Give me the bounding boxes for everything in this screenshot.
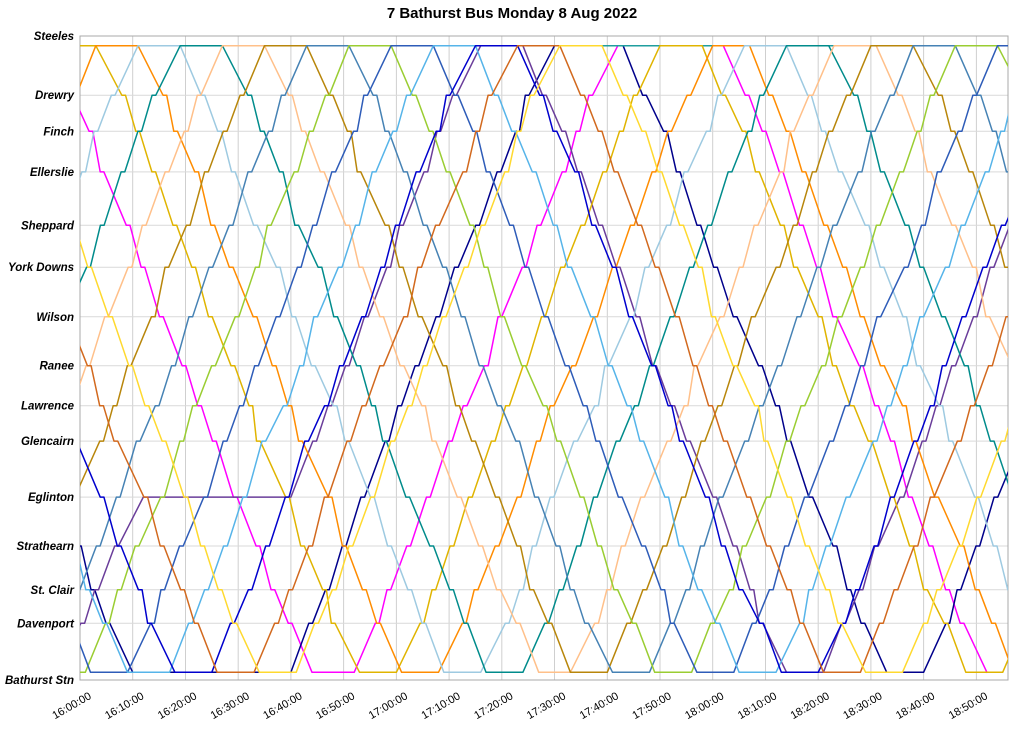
chart-title: 7 Bathurst Bus Monday 8 Aug 2022 <box>386 5 638 22</box>
time-tick-label: 18:10:00 <box>736 690 779 722</box>
bus-trip-line <box>80 44 1008 674</box>
station-label: Lawrence <box>21 401 75 413</box>
time-tick-label: 18:40:00 <box>894 690 937 722</box>
time-tick-label: 16:40:00 <box>261 690 304 722</box>
station-label: Finch <box>43 126 74 138</box>
bus-trip-line <box>80 44 1008 674</box>
station-label: Eglinton <box>28 492 74 504</box>
bus-trip-line <box>80 44 1008 674</box>
time-tick-label: 16:00:00 <box>50 690 93 722</box>
station-label: Davenport <box>17 618 75 630</box>
time-tick-label: 17:20:00 <box>472 690 515 722</box>
y-axis-labels: Steeles Drewry Finch Ellerslie Sheppard York … <box>5 31 75 687</box>
bus-trip-line <box>80 44 1008 674</box>
time-tick-label: 18:20:00 <box>789 690 832 722</box>
time-tick-label: 17:50:00 <box>630 690 673 722</box>
time-tick-label: 16:10:00 <box>103 690 146 722</box>
time-tick-label: 17:40:00 <box>578 690 621 722</box>
x-axis-labels: 16:00:00 16:10:00 16:20:00 16:30:00 16:40:00… <box>50 690 989 722</box>
station-label: Steeles <box>34 31 74 43</box>
trip-lines <box>80 44 1008 674</box>
bus-trip-line <box>80 44 1008 674</box>
time-tick-label: 17:30:00 <box>525 690 568 722</box>
time-tick-label: 17:00:00 <box>367 690 410 722</box>
station-label: St. Clair <box>31 585 75 597</box>
time-tick-label: 18:30:00 <box>841 690 884 722</box>
time-tick-label: 16:50:00 <box>314 690 357 722</box>
station-label: Drewry <box>35 90 75 102</box>
time-tick-label: 18:50:00 <box>947 690 990 722</box>
bus-trip-line <box>80 44 1008 674</box>
station-label: Ellerslie <box>30 167 75 179</box>
station-label: Strathearn <box>16 541 74 553</box>
bus-trip-line <box>80 44 1008 674</box>
bus-trip-line <box>80 44 1008 674</box>
bus-trip-line <box>80 44 1008 674</box>
bus-trip-line <box>80 44 1008 674</box>
station-label: York Downs <box>8 262 74 274</box>
time-tick-label: 17:10:00 <box>420 690 463 722</box>
station-label: Wilson <box>36 312 74 324</box>
station-label: Sheppard <box>21 220 75 232</box>
station-label: Bathurst Stn <box>5 675 74 687</box>
station-label: Ranee <box>39 361 74 373</box>
bus-trip-line <box>80 44 1008 674</box>
station-label: Glencairn <box>21 436 74 448</box>
time-tick-label: 16:30:00 <box>209 690 252 722</box>
time-tick-label: 16:20:00 <box>156 690 199 722</box>
time-tick-label: 18:00:00 <box>683 690 726 722</box>
bus-trip-line <box>80 44 988 674</box>
